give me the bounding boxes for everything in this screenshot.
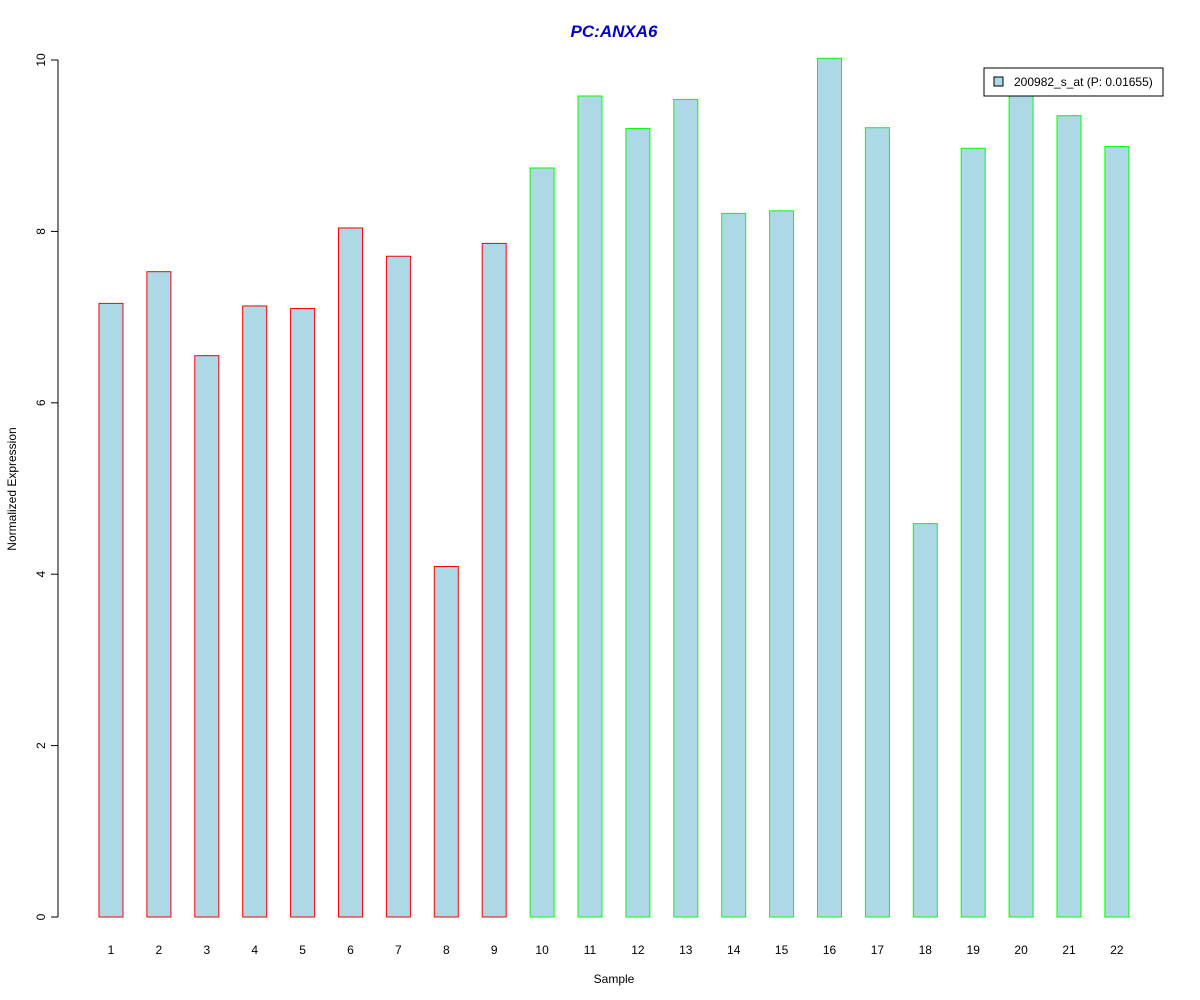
bar-sample-7 <box>385 255 411 918</box>
x-tick-label: 5 <box>299 943 306 957</box>
x-tick-label: 6 <box>347 943 354 957</box>
x-tick-label: 3 <box>203 943 210 957</box>
bar-sample-16 <box>817 57 842 918</box>
y-tick-label: 0 <box>34 913 48 920</box>
x-tick-label: 2 <box>156 943 163 957</box>
x-tick-label: 17 <box>871 943 885 957</box>
x-tick-label: 16 <box>823 943 837 957</box>
legend: 200982_s_at (P: 0.01655) <box>983 67 1164 97</box>
bar-sample-18 <box>912 523 938 918</box>
bar-sample-21 <box>1056 115 1082 918</box>
x-tick-label: 8 <box>443 943 450 957</box>
y-tick-label: 2 <box>34 742 48 749</box>
bar-sample-2 <box>146 271 172 918</box>
legend-box <box>983 67 1164 97</box>
bar-sample-5 <box>290 308 316 918</box>
bar-sample-15 <box>769 210 795 918</box>
bars-group <box>98 57 1130 918</box>
x-tick-label: 21 <box>1062 943 1076 957</box>
bar-sample-3 <box>194 355 220 918</box>
x-tick-label: 11 <box>584 943 597 957</box>
bar-sample-8 <box>433 565 459 918</box>
bar-sample-19 <box>960 147 986 918</box>
x-tick-label: 13 <box>679 943 693 957</box>
x-tick-label: 22 <box>1110 943 1124 957</box>
x-tick-label: 15 <box>775 943 789 957</box>
y-tick-label: 6 <box>34 399 48 406</box>
x-tick-label: 12 <box>631 943 645 957</box>
bar-sample-22 <box>1104 146 1130 918</box>
x-tick-label: 1 <box>108 943 115 957</box>
x-tick-label: 4 <box>251 943 258 957</box>
x-tick-label: 20 <box>1014 943 1028 957</box>
y-axis-label: Normalized Expression <box>5 427 19 550</box>
bar-sample-12 <box>625 128 651 918</box>
bar-sample-6 <box>338 227 363 918</box>
x-axis-label: Sample <box>594 972 635 986</box>
bar-sample-11 <box>577 95 603 918</box>
x-tick-label: 14 <box>727 943 741 957</box>
y-tick-label: 8 <box>34 228 48 235</box>
x-tick-label: 19 <box>967 943 981 957</box>
legend-swatch <box>993 76 1004 87</box>
x-tick-labels: 1 2 3 4 5 6 7 8 9 10 11 12 13 14 15 16 17 18 19 20 21 22 <box>108 943 1124 957</box>
legend-label: 200982_s_at (P: 0.01655) <box>1014 75 1153 89</box>
chart-title: PC:ANXA6 <box>571 22 658 41</box>
bar-sample-9 <box>481 242 507 918</box>
y-tick-label: 4 <box>34 571 48 578</box>
x-tick-label: 18 <box>919 943 933 957</box>
x-tick-label: 9 <box>491 943 498 957</box>
x-tick-label: 10 <box>535 943 549 957</box>
bar-sample-14 <box>721 212 747 918</box>
bar-sample-10 <box>529 167 555 918</box>
x-tick-label: 7 <box>395 943 402 957</box>
y-axis: 0 2 4 6 8 10 <box>34 53 59 920</box>
bar-sample-1 <box>98 302 124 918</box>
y-tick-label: 10 <box>34 53 48 67</box>
bar-sample-4 <box>242 305 268 918</box>
bar-sample-13 <box>673 98 699 918</box>
bar-sample-17 <box>864 127 890 918</box>
bar-sample-20 <box>1008 89 1034 918</box>
